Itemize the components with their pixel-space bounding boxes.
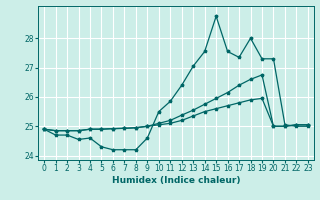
- X-axis label: Humidex (Indice chaleur): Humidex (Indice chaleur): [112, 176, 240, 185]
